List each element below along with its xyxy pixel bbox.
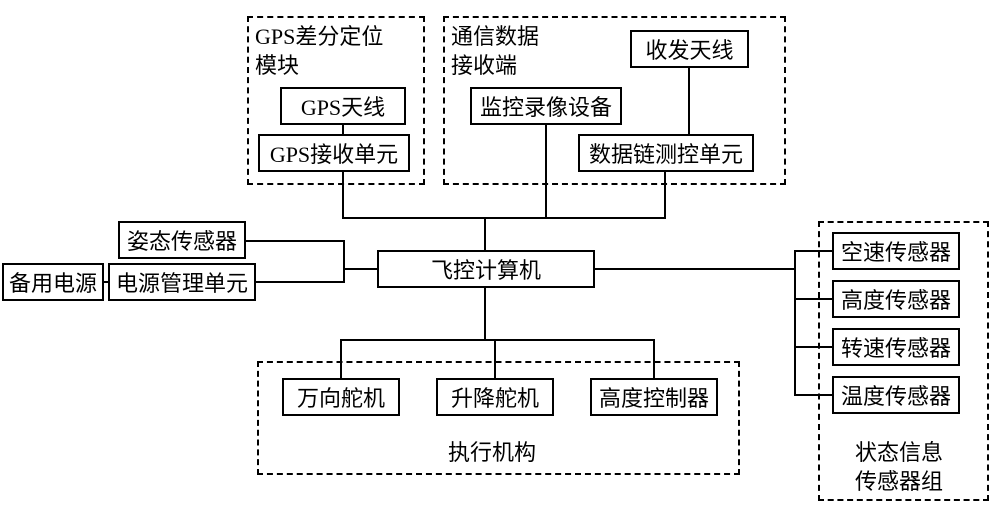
box-backup-power: 备用电源	[2, 263, 104, 301]
box-attitude-sensor: 姿态传感器	[118, 221, 246, 259]
box-datalink-unit: 数据链测控单元	[578, 134, 754, 172]
box-altitude-sensor: 高度传感器	[832, 280, 960, 318]
group-gps-label: GPS差分定位 模块	[255, 23, 383, 80]
group-comm-label: 通信数据 接收端	[451, 23, 539, 80]
box-flight-computer: 飞控计算机	[377, 250, 595, 288]
box-rpm-sensor: 转速传感器	[832, 328, 960, 366]
box-video-recorder: 监控录像设备	[470, 87, 622, 125]
box-gps-receiver: GPS接收单元	[258, 134, 410, 172]
box-txrx-antenna: 收发天线	[630, 30, 749, 68]
box-altitude-ctrl: 高度控制器	[590, 378, 718, 416]
group-sensors-label: 状态信息 传感器组	[855, 439, 943, 496]
box-servo-omni: 万向舵机	[282, 378, 400, 416]
box-gps-antenna: GPS天线	[280, 87, 406, 125]
box-temp-sensor: 温度传感器	[832, 376, 960, 414]
box-servo-elevator: 升降舵机	[436, 378, 554, 416]
box-airspeed-sensor: 空速传感器	[832, 232, 960, 270]
group-actuator-label: 执行机构	[448, 439, 536, 468]
box-power-mgmt: 电源管理单元	[108, 263, 256, 301]
